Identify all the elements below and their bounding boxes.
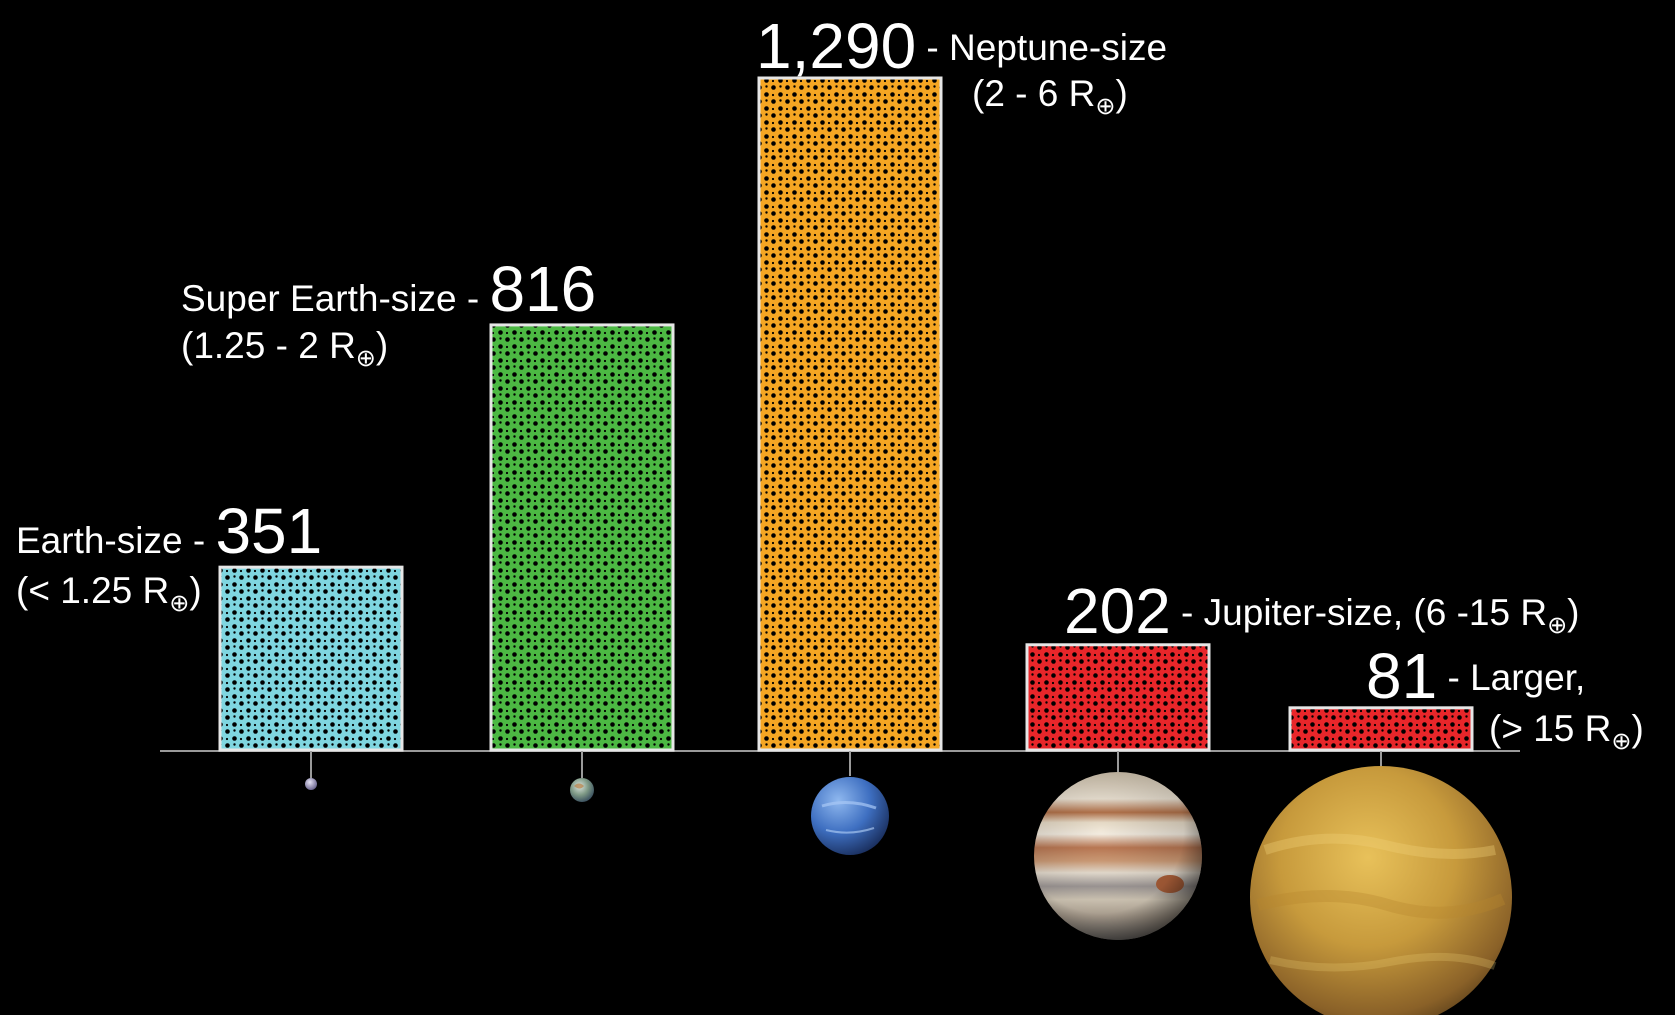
jupiter-icon xyxy=(1034,772,1202,940)
bar-3 xyxy=(757,76,943,752)
super-earth-icon xyxy=(570,778,594,802)
range-label-3: (2 - 6 R⊕) xyxy=(972,73,1128,120)
value-label-4: 202 - Jupiter-size, (6 -15 R⊕) xyxy=(1064,575,1580,647)
value-label-1: Earth-size - 351 xyxy=(16,495,322,567)
value-label-5: 81 - Larger, xyxy=(1366,640,1585,712)
neptune-icon xyxy=(811,777,889,855)
bar-4 xyxy=(1025,643,1211,752)
gas-giant-icon xyxy=(1250,766,1512,1015)
range-label-2: (1.25 - 2 R⊕) xyxy=(181,325,388,372)
range-label-5: (> 15 R⊕) xyxy=(1489,708,1644,755)
value-label-2: Super Earth-size - 816 xyxy=(181,253,596,325)
bar-1 xyxy=(218,565,404,752)
earth-icon xyxy=(305,778,317,790)
bar-2 xyxy=(489,323,675,752)
range-label-1: (< 1.25 R⊕) xyxy=(16,570,202,617)
value-label-3: 1,290 - Neptune-size xyxy=(756,10,1167,82)
bar-5 xyxy=(1288,706,1474,752)
